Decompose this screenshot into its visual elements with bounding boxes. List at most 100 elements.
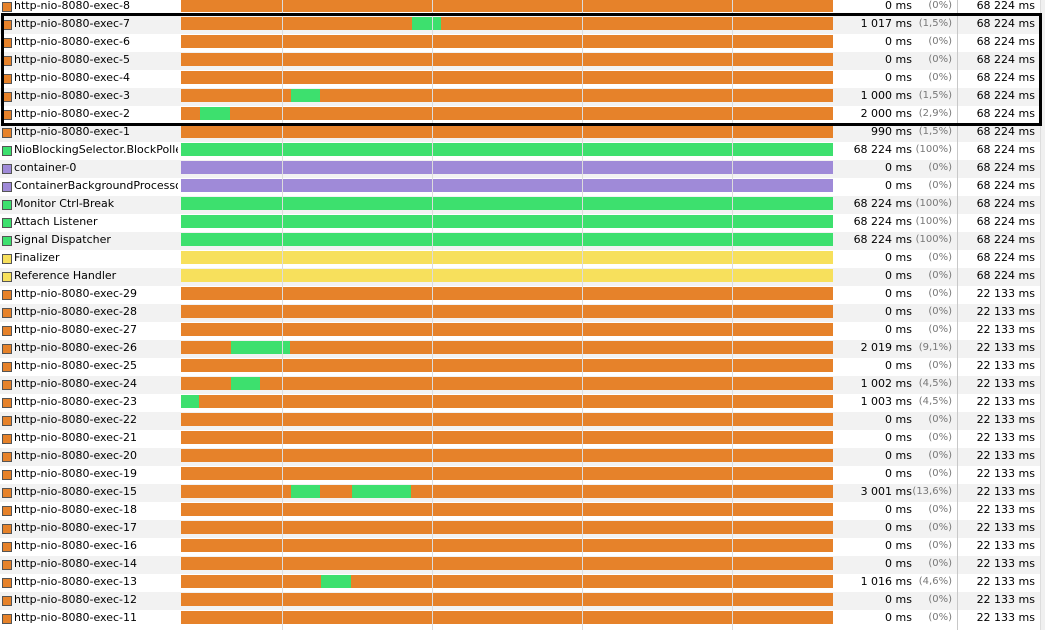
running-time: 0 ms xyxy=(885,611,912,624)
thread-row[interactable]: http-nio-8080-exec-20 0 ms (0%) 22 133 ms xyxy=(0,448,1040,466)
thread-row[interactable]: container-0 0 ms (0%) 68 224 ms xyxy=(0,160,1040,178)
state-bar xyxy=(181,53,833,66)
thread-name: Signal Dispatcher xyxy=(14,233,111,246)
thread-row[interactable]: Signal Dispatcher 68 224 ms (100%) 68 224 m… xyxy=(0,232,1040,250)
thread-row[interactable]: http-nio-8080-exec-2 2 000 ms (2,9%) 68 224… xyxy=(0,106,1040,124)
thread-name: http-nio-8080-exec-12 xyxy=(14,593,137,606)
state-bar xyxy=(181,377,833,390)
state-swatch xyxy=(2,200,12,210)
thread-row[interactable]: http-nio-8080-exec-29 0 ms (0%) 22 133 ms xyxy=(0,286,1040,304)
thread-name: http-nio-8080-exec-13 xyxy=(14,575,137,588)
thread-name: http-nio-8080-exec-14 xyxy=(14,557,137,570)
total-time: 68 224 ms xyxy=(976,161,1035,174)
thread-row[interactable]: http-nio-8080-exec-1 990 ms (1,5%) 68 224 m… xyxy=(0,124,1040,142)
thread-row[interactable]: http-nio-8080-exec-13 1 016 ms (4,6%) 22 13… xyxy=(0,574,1040,592)
thread-row[interactable]: http-nio-8080-exec-12 0 ms (0%) 22 133 ms xyxy=(0,592,1040,610)
state-bar xyxy=(181,557,833,570)
thread-row[interactable]: http-nio-8080-exec-27 0 ms (0%) 22 133 ms xyxy=(0,322,1040,340)
thread-row[interactable]: http-nio-8080-exec-15 3 001 ms (13,6%) 22 1… xyxy=(0,484,1040,502)
thread-row[interactable]: http-nio-8080-exec-23 1 003 ms (4,5%) 22 13… xyxy=(0,394,1040,412)
state-bar xyxy=(181,161,833,174)
running-time: 2 000 ms xyxy=(860,107,912,120)
thread-row[interactable]: NioBlockingSelector.BlockPoller-1 68 224 … xyxy=(0,142,1040,160)
thread-row[interactable]: Monitor Ctrl-Break 68 224 ms (100%) 68 224 … xyxy=(0,196,1040,214)
thread-name: Attach Listener xyxy=(14,215,98,228)
state-swatch xyxy=(2,398,12,408)
state-swatch xyxy=(2,380,12,390)
total-time: 22 133 ms xyxy=(976,467,1035,480)
thread-row[interactable]: http-nio-8080-exec-22 0 ms (0%) 22 133 ms xyxy=(0,412,1040,430)
total-time: 68 224 ms xyxy=(976,35,1035,48)
thread-row[interactable]: http-nio-8080-exec-11 0 ms (0%) 22 133 ms xyxy=(0,610,1040,628)
thread-row[interactable]: http-nio-8080-exec-17 0 ms (0%) 22 133 ms xyxy=(0,520,1040,538)
state-bar xyxy=(181,467,833,480)
running-segment xyxy=(291,89,320,102)
running-percent: (0%) xyxy=(928,54,952,65)
running-percent: (100%) xyxy=(915,216,952,227)
thread-name: http-nio-8080-exec-23 xyxy=(14,395,137,408)
thread-row[interactable]: http-nio-8080-exec-28 0 ms (0%) 22 133 ms xyxy=(0,304,1040,322)
running-percent: (4,5%) xyxy=(918,396,952,407)
total-time: 68 224 ms xyxy=(976,269,1035,282)
state-bar xyxy=(181,395,833,408)
running-segment xyxy=(412,17,441,30)
running-percent: (0%) xyxy=(928,612,952,623)
running-percent: (0%) xyxy=(928,504,952,515)
total-time: 22 133 ms xyxy=(976,323,1035,336)
running-time: 0 ms xyxy=(885,269,912,282)
total-time: 68 224 ms xyxy=(976,53,1035,66)
thread-row[interactable]: http-nio-8080-exec-16 0 ms (0%) 22 133 ms xyxy=(0,538,1040,556)
thread-row[interactable]: http-nio-8080-exec-6 0 ms (0%) 68 224 ms xyxy=(0,34,1040,52)
thread-row[interactable]: http-nio-8080-exec-26 2 019 ms (9,1%) 22 13… xyxy=(0,340,1040,358)
total-time: 22 133 ms xyxy=(976,449,1035,462)
thread-row[interactable]: http-nio-8080-exec-5 0 ms (0%) 68 224 ms xyxy=(0,52,1040,70)
thread-row[interactable]: http-nio-8080-exec-7 1 017 ms (1,5%) 68 224… xyxy=(0,16,1040,34)
thread-row[interactable]: http-nio-8080-exec-14 0 ms (0%) 22 133 ms xyxy=(0,556,1040,574)
running-time: 0 ms xyxy=(885,593,912,606)
highlight-box xyxy=(1,13,1042,126)
total-time: 22 133 ms xyxy=(976,395,1035,408)
state-swatch xyxy=(2,218,12,228)
state-swatch xyxy=(2,452,12,462)
thread-name: http-nio-8080-exec-24 xyxy=(14,377,137,390)
state-swatch xyxy=(2,326,12,336)
running-time: 0 ms xyxy=(885,0,912,12)
thread-row[interactable]: http-nio-8080-exec-3 1 000 ms (1,5%) 68 224… xyxy=(0,88,1040,106)
state-bar xyxy=(181,0,833,12)
running-percent: (0%) xyxy=(928,162,952,173)
running-segment xyxy=(231,341,290,354)
thread-row[interactable]: http-nio-8080-exec-18 0 ms (0%) 22 133 ms xyxy=(0,502,1040,520)
state-bar xyxy=(181,107,833,120)
scrollbar[interactable] xyxy=(1040,0,1045,630)
thread-row[interactable]: Reference Handler 0 ms (0%) 68 224 ms xyxy=(0,268,1040,286)
thread-row[interactable]: Attach Listener 68 224 ms (100%) 68 224 ms xyxy=(0,214,1040,232)
running-percent: (0%) xyxy=(928,306,952,317)
running-time: 0 ms xyxy=(885,323,912,336)
state-swatch xyxy=(2,578,12,588)
running-time: 0 ms xyxy=(885,53,912,66)
running-time: 68 224 ms xyxy=(853,143,912,156)
thread-row[interactable]: ContainerBackgroundProcessor[Sta 0 ms (0%)… xyxy=(0,178,1040,196)
grid-line xyxy=(732,0,733,630)
thread-row[interactable]: http-nio-8080-exec-21 0 ms (0%) 22 133 ms xyxy=(0,430,1040,448)
running-time: 0 ms xyxy=(885,179,912,192)
column-separator xyxy=(957,0,958,630)
thread-row[interactable]: http-nio-8080-exec-4 0 ms (0%) 68 224 ms xyxy=(0,70,1040,88)
thread-row[interactable]: http-nio-8080-exec-19 0 ms (0%) 22 133 ms xyxy=(0,466,1040,484)
thread-row[interactable]: Finalizer 0 ms (0%) 68 224 ms xyxy=(0,250,1040,268)
state-bar xyxy=(181,179,833,192)
running-percent: (0%) xyxy=(928,0,952,11)
running-time: 0 ms xyxy=(885,413,912,426)
running-percent: (13,6%) xyxy=(912,486,952,497)
state-swatch xyxy=(2,362,12,372)
total-time: 68 224 ms xyxy=(976,107,1035,120)
thread-name: NioBlockingSelector.BlockPoller-1 xyxy=(14,143,178,156)
thread-name: http-nio-8080-exec-27 xyxy=(14,323,137,336)
total-time: 68 224 ms xyxy=(976,143,1035,156)
thread-name: http-nio-8080-exec-25 xyxy=(14,359,137,372)
thread-row[interactable]: http-nio-8080-exec-24 1 002 ms (4,5%) 22 13… xyxy=(0,376,1040,394)
thread-name: http-nio-8080-exec-26 xyxy=(14,341,137,354)
thread-row[interactable]: http-nio-8080-exec-25 0 ms (0%) 22 133 ms xyxy=(0,358,1040,376)
thread-row[interactable]: http-nio-8080-exec-8 0 ms (0%) 68 224 ms xyxy=(0,0,1040,16)
total-time: 68 224 ms xyxy=(976,251,1035,264)
